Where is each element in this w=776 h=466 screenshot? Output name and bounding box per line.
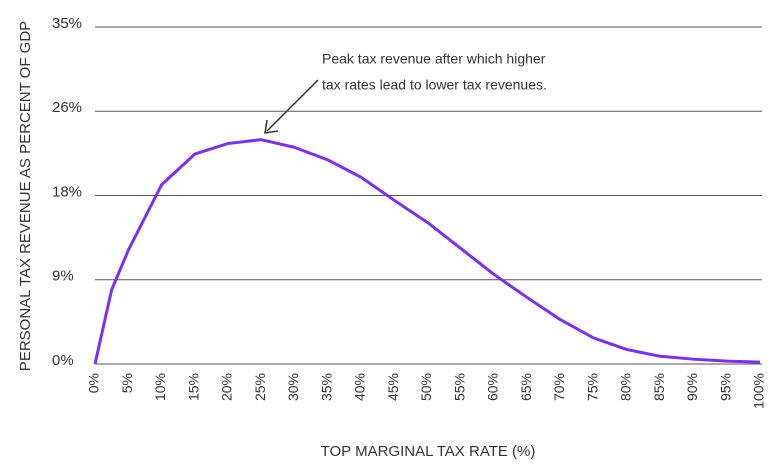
x-tick-label: 10% (152, 373, 168, 401)
x-tick-label: 35% (318, 373, 334, 401)
annotation-arrow (264, 79, 319, 134)
x-tick-label: 95% (717, 373, 733, 401)
x-tick-label: 30% (285, 373, 301, 401)
x-tick-label: 60% (485, 373, 501, 401)
x-tick-label: 45% (385, 373, 401, 401)
annotation-line: tax rates lead to lower tax revenues. (322, 77, 547, 93)
x-tick-label: 100% (751, 373, 767, 409)
y-tick-label: 35% (52, 15, 82, 32)
x-tick-label: 85% (651, 373, 667, 401)
y-axis-label: PERSONAL TAX REVENUE AS PERCENT OF GDP (17, 21, 34, 371)
x-tick-label: 0% (86, 373, 102, 393)
x-tick-label: 65% (518, 373, 534, 401)
line-series (93, 138, 761, 365)
x-axis-label: TOP MARGINAL TAX RATE (%) (321, 443, 536, 460)
y-tick-label: 26% (52, 99, 82, 116)
x-tick-label: 20% (219, 373, 235, 401)
y-tick-label: 0% (52, 352, 74, 369)
x-tick-label: 75% (584, 373, 600, 401)
y-tick-label: 9% (52, 268, 74, 285)
x-tick-label: 90% (684, 373, 700, 401)
x-tick-label: 15% (185, 373, 201, 401)
annotation-line: Peak tax revenue after which higher (322, 51, 546, 67)
y-tick-label: 18% (52, 183, 82, 200)
x-tick-label: 50% (418, 373, 434, 401)
x-tick-label: 55% (451, 373, 467, 401)
x-tick-label: 5% (119, 373, 135, 393)
x-tick-label: 40% (352, 373, 368, 401)
x-tick-label: 70% (551, 373, 567, 401)
x-tick-label: 25% (252, 373, 268, 401)
x-tick-label: 80% (618, 373, 634, 401)
